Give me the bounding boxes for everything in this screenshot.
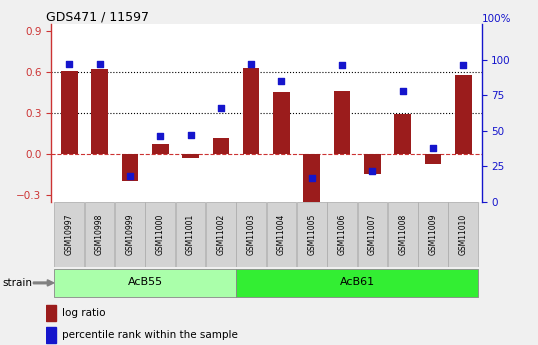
Text: GSM11008: GSM11008 xyxy=(398,214,407,255)
Text: GSM11006: GSM11006 xyxy=(337,214,346,255)
Text: GDS471 / 11597: GDS471 / 11597 xyxy=(46,10,148,23)
Point xyxy=(65,61,74,67)
Bar xyxy=(182,154,199,158)
Bar xyxy=(394,114,411,154)
Point xyxy=(156,134,165,139)
Bar xyxy=(303,154,320,206)
FancyBboxPatch shape xyxy=(236,203,266,267)
Text: GSM10998: GSM10998 xyxy=(95,214,104,255)
Bar xyxy=(91,69,108,154)
Text: GSM11009: GSM11009 xyxy=(428,214,437,255)
FancyBboxPatch shape xyxy=(358,203,387,267)
Point xyxy=(277,78,286,84)
Bar xyxy=(273,92,290,154)
Point xyxy=(247,61,256,67)
Text: GSM10999: GSM10999 xyxy=(125,214,134,255)
Text: GSM10997: GSM10997 xyxy=(65,214,74,255)
Text: GSM11001: GSM11001 xyxy=(186,214,195,255)
Point xyxy=(429,145,437,150)
Bar xyxy=(122,154,138,181)
FancyBboxPatch shape xyxy=(85,203,115,267)
FancyBboxPatch shape xyxy=(206,203,236,267)
Bar xyxy=(243,68,259,154)
Bar xyxy=(61,71,77,154)
Bar xyxy=(213,138,229,154)
Text: GSM11005: GSM11005 xyxy=(307,214,316,255)
FancyBboxPatch shape xyxy=(297,203,327,267)
Point xyxy=(186,132,195,138)
Text: percentile rank within the sample: percentile rank within the sample xyxy=(62,330,238,340)
Bar xyxy=(46,305,56,321)
FancyBboxPatch shape xyxy=(327,203,357,267)
Text: 100%: 100% xyxy=(482,14,511,24)
Point xyxy=(368,168,377,173)
FancyBboxPatch shape xyxy=(115,203,145,267)
FancyBboxPatch shape xyxy=(418,203,448,267)
Point xyxy=(125,174,134,179)
FancyBboxPatch shape xyxy=(176,203,206,267)
Bar xyxy=(424,154,441,164)
FancyBboxPatch shape xyxy=(54,269,236,297)
Bar xyxy=(152,145,168,154)
Point xyxy=(338,62,346,68)
Bar xyxy=(334,91,350,154)
Text: GSM11004: GSM11004 xyxy=(277,214,286,255)
Text: GSM11000: GSM11000 xyxy=(155,214,165,255)
Point xyxy=(459,62,468,68)
Text: GSM11002: GSM11002 xyxy=(216,214,225,255)
FancyBboxPatch shape xyxy=(449,203,478,267)
FancyBboxPatch shape xyxy=(388,203,417,267)
FancyBboxPatch shape xyxy=(267,203,296,267)
Bar xyxy=(364,154,381,175)
Bar xyxy=(455,75,472,154)
Text: AcB55: AcB55 xyxy=(128,277,162,287)
Bar xyxy=(46,327,56,343)
FancyBboxPatch shape xyxy=(145,203,175,267)
Point xyxy=(399,88,407,94)
FancyBboxPatch shape xyxy=(236,269,478,297)
Text: AcB61: AcB61 xyxy=(339,277,375,287)
Text: GSM11003: GSM11003 xyxy=(246,214,256,255)
Text: strain: strain xyxy=(3,278,33,288)
Text: GSM11010: GSM11010 xyxy=(459,214,468,255)
Point xyxy=(95,61,104,67)
Point xyxy=(308,175,316,180)
FancyBboxPatch shape xyxy=(54,203,84,267)
Text: GSM11007: GSM11007 xyxy=(368,214,377,255)
Text: log ratio: log ratio xyxy=(62,308,105,318)
Point xyxy=(216,105,225,111)
